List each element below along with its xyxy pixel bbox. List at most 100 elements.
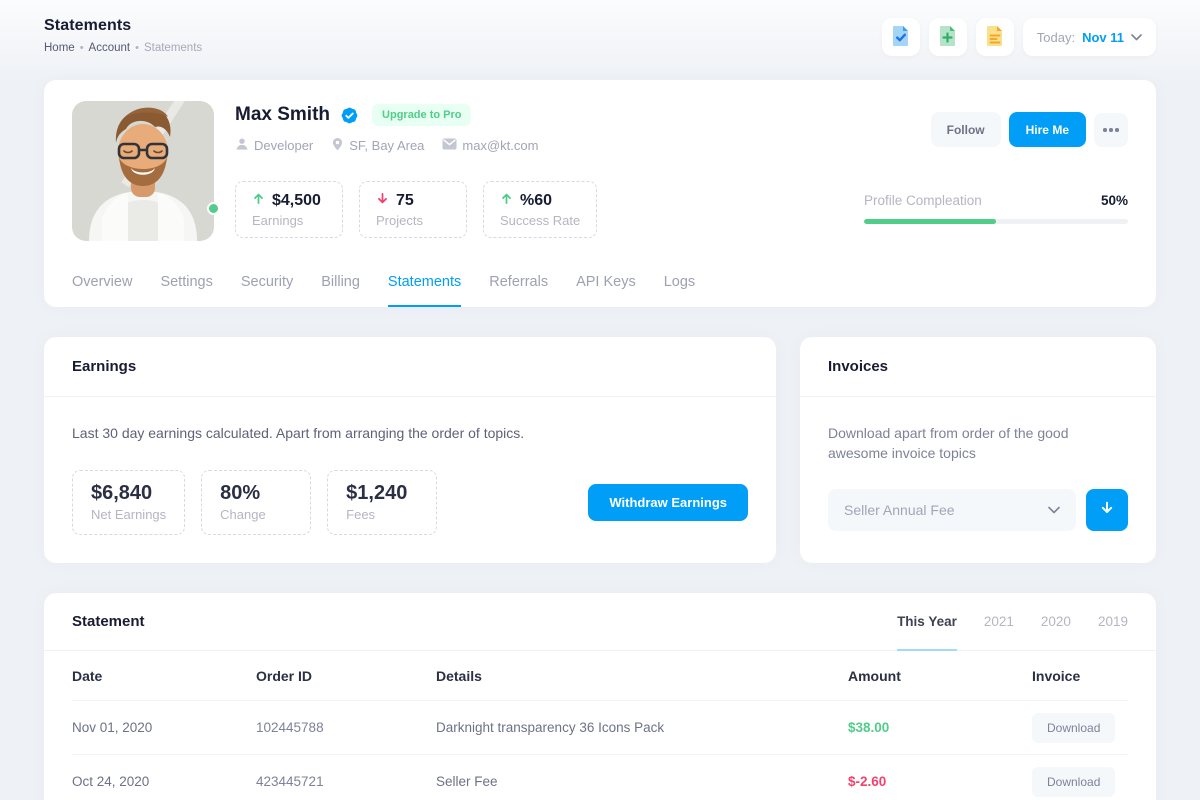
tab-logs[interactable]: Logs bbox=[663, 274, 696, 290]
progress-value: 50% bbox=[1100, 193, 1128, 208]
invoices-card: Invoices Download apart from order of th… bbox=[800, 337, 1156, 564]
row-order-id: 423445721 bbox=[256, 774, 324, 790]
year-tab-this-year[interactable]: This Year bbox=[897, 593, 957, 652]
earnings-stats: $6,840 Net Earnings 80% Change $1,240 Fe… bbox=[72, 470, 438, 536]
profile-meta: Developer SF, Bay Area max@kt.com bbox=[235, 137, 864, 154]
row-details: Seller Fee bbox=[436, 774, 498, 790]
invoices-header: Invoices bbox=[800, 337, 1156, 397]
table-row: Oct 24, 2020 423445721 Seller Fee $-2.60… bbox=[72, 755, 1128, 800]
stat-success-value: %60 bbox=[520, 192, 553, 209]
file-plus-button[interactable] bbox=[928, 18, 967, 56]
statement-year-tabs: This Year 2021 2020 2019 bbox=[897, 593, 1128, 652]
breadcrumb-home[interactable]: Home bbox=[44, 42, 75, 54]
tab-referrals[interactable]: Referrals bbox=[489, 274, 549, 290]
row-amount: $38.00 bbox=[848, 720, 890, 736]
tab-overview[interactable]: Overview bbox=[72, 274, 133, 290]
pin-icon bbox=[331, 137, 344, 154]
column-invoice: Invoice bbox=[1032, 667, 1081, 684]
tab-settings[interactable]: Settings bbox=[160, 274, 213, 290]
name-row: Max Smith Upgrade to Pro bbox=[235, 104, 864, 126]
progress-track bbox=[864, 219, 1128, 224]
change-tile: 80% Change bbox=[201, 470, 312, 536]
year-tab-2020[interactable]: 2020 bbox=[1040, 613, 1071, 629]
invoices-description: Download apart from order of the good aw… bbox=[828, 425, 1069, 462]
tab-statements[interactable]: Statements bbox=[387, 262, 462, 307]
invoice-select[interactable]: Seller Annual Fee bbox=[828, 488, 1076, 531]
row-amount: $-2.60 bbox=[848, 774, 887, 790]
statement-table: Date Order ID Details Amount Invoice Nov… bbox=[44, 651, 1156, 800]
stat-success-label: Success Rate bbox=[500, 213, 581, 228]
year-tab-2021[interactable]: 2021 bbox=[983, 613, 1014, 629]
column-order-id: Order ID bbox=[256, 667, 313, 684]
change-label: Change bbox=[220, 507, 266, 523]
upgrade-to-pro-badge[interactable]: Upgrade to Pro bbox=[372, 104, 472, 126]
chevron-down-icon bbox=[1048, 501, 1060, 519]
date-prefix: Today: bbox=[1036, 29, 1076, 45]
mail-icon bbox=[442, 138, 457, 153]
tab-billing[interactable]: Billing bbox=[321, 274, 360, 290]
meta-email: max@kt.com bbox=[442, 137, 538, 154]
table-header-row: Date Order ID Details Amount Invoice bbox=[72, 651, 1128, 702]
file-check-icon bbox=[891, 25, 911, 50]
profile-info: Max Smith Upgrade to Pro bbox=[235, 101, 864, 241]
column-details: Details bbox=[436, 667, 482, 684]
stat-earnings-label: Earnings bbox=[252, 213, 304, 228]
invoice-select-value: Seller Annual Fee bbox=[844, 501, 955, 518]
hire-me-button[interactable]: Hire Me bbox=[1008, 112, 1086, 147]
arrow-up-icon bbox=[500, 192, 513, 210]
follow-button[interactable]: Follow bbox=[930, 112, 1001, 147]
download-button[interactable]: Download bbox=[1032, 766, 1116, 797]
topbar-actions: Today: Nov 11 bbox=[881, 18, 1156, 56]
column-amount: Amount bbox=[848, 667, 901, 684]
profile-completion: Profile Compleation 50% bbox=[864, 193, 1128, 224]
net-earnings-value: $6,840 bbox=[91, 482, 153, 505]
earnings-description: Last 30 day earnings calculated. Apart f… bbox=[72, 425, 525, 441]
stat-projects-value: 75 bbox=[396, 192, 414, 209]
breadcrumb-account[interactable]: Account bbox=[88, 42, 131, 54]
breadcrumb-current: Statements bbox=[143, 42, 203, 54]
year-tab-2019[interactable]: 2019 bbox=[1097, 613, 1128, 629]
net-earnings-label: Net Earnings bbox=[91, 507, 167, 523]
net-earnings-tile: $6,840 Net Earnings bbox=[72, 470, 186, 536]
file-lines-button[interactable] bbox=[975, 18, 1014, 56]
earnings-card: Earnings Last 30 day earnings calculated… bbox=[44, 337, 776, 564]
more-options-button[interactable] bbox=[1094, 113, 1128, 147]
topbar-left: Statements Home • Account • Statements bbox=[44, 14, 202, 54]
topbar: Statements Home • Account • Statements bbox=[44, 14, 1156, 80]
stat-earnings-value: $4,500 bbox=[272, 192, 321, 209]
online-status-dot bbox=[207, 202, 220, 215]
profile-card: Max Smith Upgrade to Pro bbox=[44, 80, 1156, 307]
tab-security[interactable]: Security bbox=[240, 274, 294, 290]
breadcrumb-separator: • bbox=[135, 42, 139, 54]
progress-label: Profile Compleation bbox=[864, 193, 982, 208]
meta-location-label: SF, Bay Area bbox=[349, 138, 425, 153]
profile-actions: Follow Hire Me bbox=[930, 112, 1128, 147]
breadcrumb: Home • Account • Statements bbox=[44, 42, 202, 54]
date-value: Nov 11 bbox=[1082, 29, 1124, 45]
arrow-up-icon bbox=[252, 192, 265, 210]
profile-top: Max Smith Upgrade to Pro bbox=[72, 101, 1128, 241]
invoices-body: Download apart from order of the good aw… bbox=[800, 397, 1156, 559]
withdraw-earnings-button[interactable]: Withdraw Earnings bbox=[588, 484, 748, 522]
stat-success-rate: %60 Success Rate bbox=[483, 181, 598, 238]
page-title: Statements bbox=[44, 17, 132, 34]
tab-api-keys[interactable]: API Keys bbox=[576, 274, 636, 290]
avatar-wrap bbox=[72, 101, 220, 241]
fees-tile: $1,240 Fees bbox=[327, 470, 438, 536]
statement-card: Statement This Year 2021 2020 2019 Date … bbox=[44, 593, 1156, 800]
earnings-body: Last 30 day earnings calculated. Apart f… bbox=[44, 397, 776, 563]
meta-role: Developer bbox=[235, 137, 313, 154]
statement-header: Statement This Year 2021 2020 2019 bbox=[44, 593, 1156, 652]
invoices-title: Invoices bbox=[828, 358, 889, 375]
file-check-button[interactable] bbox=[881, 18, 920, 56]
statement-title: Statement bbox=[72, 613, 145, 631]
row-details: Darknight transparency 36 Icons Pack bbox=[436, 720, 665, 736]
stat-earnings: $4,500 Earnings bbox=[235, 181, 343, 238]
invoice-download-button[interactable] bbox=[1086, 488, 1128, 531]
meta-email-label: max@kt.com bbox=[462, 138, 539, 153]
download-button[interactable]: Download bbox=[1032, 712, 1116, 743]
date-selector[interactable]: Today: Nov 11 bbox=[1022, 18, 1156, 56]
table-row: Nov 01, 2020 102445788 Darknight transpa… bbox=[72, 701, 1128, 756]
profile-side: Follow Hire Me Profile Compleation 50% bbox=[864, 101, 1128, 241]
